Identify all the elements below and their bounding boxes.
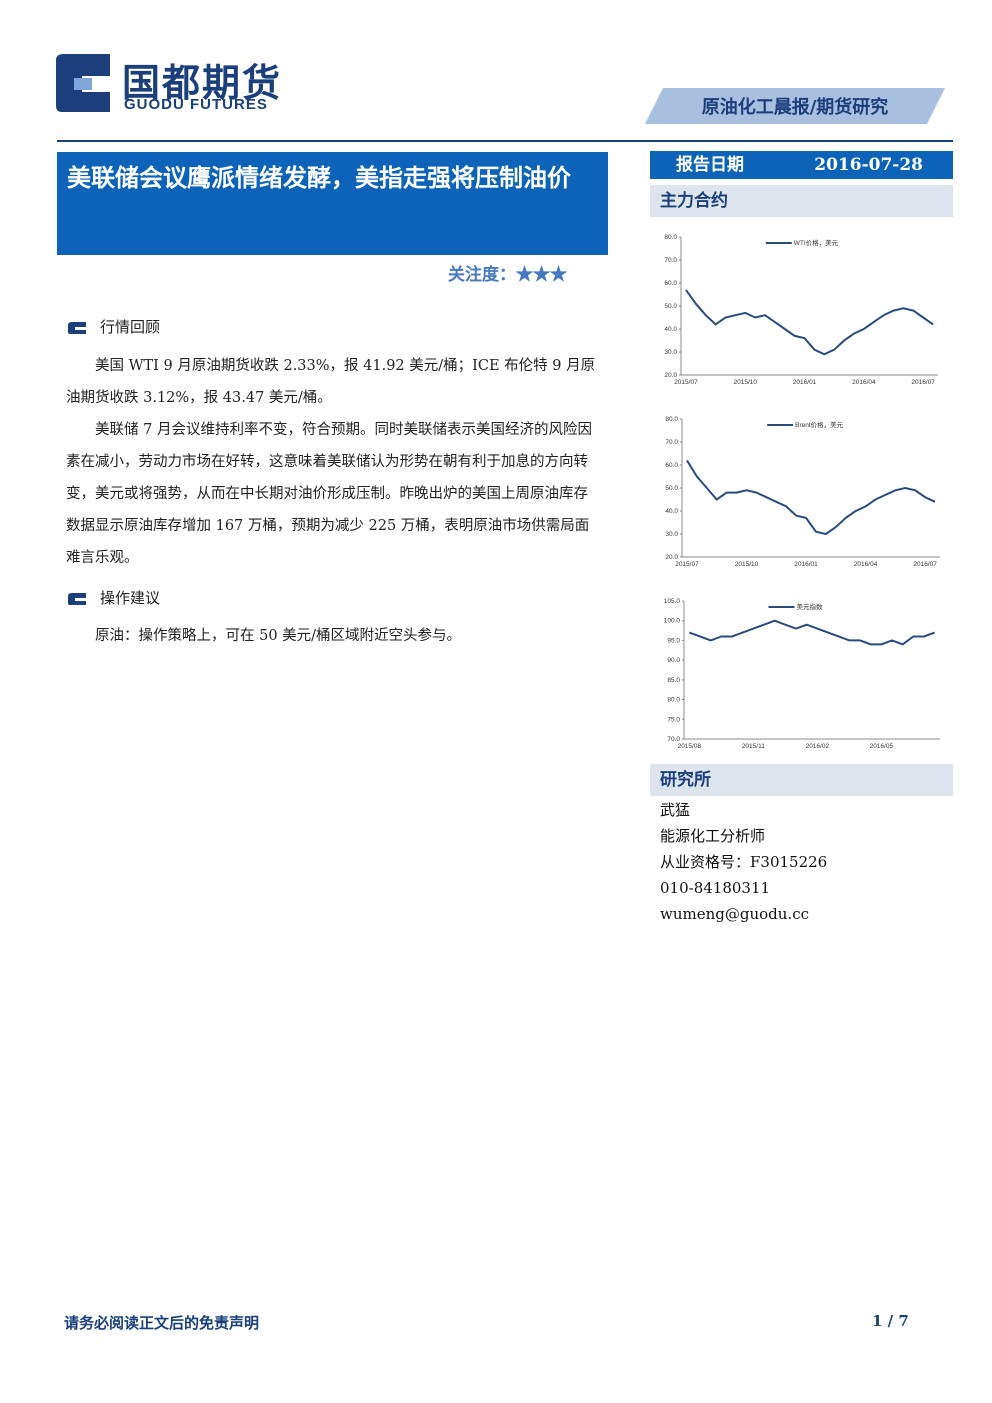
y-tick-label: 100.0 bbox=[664, 618, 681, 625]
y-tick-label: 50.0 bbox=[665, 485, 678, 492]
x-tick-label: 2016/01 bbox=[793, 379, 817, 386]
x-tick-label: 2015/10 bbox=[735, 561, 759, 568]
paragraph: 美国 WTI 9 月原油期货收跌 2.33%，报 41.92 美元/桶；ICE … bbox=[66, 358, 596, 406]
line bbox=[685, 289, 934, 356]
x-tick-label: 2016/07 bbox=[911, 379, 935, 386]
legend-label: WTI价格，美元 bbox=[794, 238, 839, 247]
logo-icon bbox=[56, 54, 110, 112]
y-tick-label: 50.0 bbox=[664, 303, 677, 310]
y-tick-label: 95.0 bbox=[667, 637, 680, 644]
contracts-heading: 主力合约 bbox=[650, 185, 953, 217]
y-tick-label: 70.0 bbox=[667, 736, 680, 743]
y-tick-label: 90.0 bbox=[667, 657, 680, 664]
y-tick-label: 20.0 bbox=[664, 372, 677, 379]
heading-text: 操作建议 bbox=[100, 589, 161, 607]
divider bbox=[57, 140, 953, 142]
x-tick-label: 2015/07 bbox=[675, 561, 699, 568]
x-tick-label: 2015/07 bbox=[674, 379, 698, 386]
x-tick-label: 2016/04 bbox=[852, 379, 876, 386]
analyst-line: 从业资格号：F3015226 bbox=[660, 853, 828, 871]
title: 美联储会议鹰派情绪发酵，美指走强将压制油价 bbox=[57, 152, 608, 255]
bullet-icon bbox=[68, 593, 86, 605]
y-tick-label: 40.0 bbox=[664, 326, 677, 333]
disclaimer: 请务必阅读正文后的免责声明 bbox=[64, 1314, 260, 1332]
y-tick-label: 105.0 bbox=[664, 598, 681, 605]
logo-text: 国都期货 bbox=[122, 61, 283, 105]
paragraph: 美联储 7 月会议维持利率不变，符合预期。同时美联储表示美国经济的风险因素在减小… bbox=[66, 422, 592, 566]
attention: 关注度：★★★ bbox=[448, 265, 567, 285]
heading-text: 行情回顾 bbox=[100, 318, 161, 336]
y-tick-label: 80.0 bbox=[664, 234, 677, 241]
x-tick-label: 2015/08 bbox=[678, 743, 702, 750]
analyst-line: 武猛 bbox=[660, 801, 691, 819]
x-tick-label: 2016/02 bbox=[806, 743, 830, 750]
date: 2016-07-28 bbox=[814, 155, 923, 175]
x-tick-label: 2016/01 bbox=[794, 561, 818, 568]
x-tick-label: 2015/11 bbox=[742, 743, 765, 750]
x-tick-label: 2015/10 bbox=[734, 379, 758, 386]
analyst-line: 能源化工分析师 bbox=[660, 827, 766, 845]
section-heading: 行情回顾 bbox=[66, 316, 160, 337]
line bbox=[688, 619, 936, 646]
y-tick-label: 70.0 bbox=[665, 439, 678, 446]
bullet-icon bbox=[68, 322, 86, 334]
legend-label: Brent价格，美元 bbox=[795, 420, 844, 429]
y-tick-label: 20.0 bbox=[665, 554, 678, 561]
x-tick-label: 2016/07 bbox=[913, 561, 937, 568]
line bbox=[686, 459, 936, 536]
tag-text: 原油化工晨报/期货研究 bbox=[701, 97, 889, 118]
y-tick-label: 60.0 bbox=[665, 462, 678, 469]
y-tick-label: 75.0 bbox=[667, 716, 680, 723]
y-tick-label: 40.0 bbox=[665, 508, 678, 515]
x-tick-label: 2016/05 bbox=[870, 743, 894, 750]
section-heading: 操作建议 bbox=[66, 587, 160, 608]
y-tick-label: 70.0 bbox=[664, 257, 677, 264]
y-tick-label: 30.0 bbox=[664, 349, 677, 356]
y-tick-label: 80.0 bbox=[665, 416, 678, 423]
y-tick-label: 85.0 bbox=[667, 677, 680, 684]
header-tag: 原油化工晨报/期货研究 bbox=[645, 88, 945, 124]
legend-label: 美元指数 bbox=[796, 602, 823, 611]
research-heading: 研究所 bbox=[650, 764, 953, 796]
date-bar: 报告日期 2016-07-28 bbox=[650, 151, 953, 179]
analyst-line: 010-84180311 bbox=[660, 879, 771, 897]
analyst-line: wumeng@guodu.cc bbox=[660, 905, 809, 923]
paragraph: 原油：操作策略上，可在 50 美元/桶区域附近空头参与。 bbox=[95, 628, 462, 644]
analyst: 武猛 能源化工分析师 从业资格号：F3015226 010-84180311 w… bbox=[660, 797, 827, 927]
charts: 20.0 30.0 40.0 50.0 60.0 70.0 80.0 2015/07 2015/… bbox=[664, 234, 940, 750]
y-tick-label: 80.0 bbox=[667, 697, 680, 704]
page-number: 1 / 7 bbox=[872, 1312, 909, 1330]
logo-subtext: GUODU FUTURES bbox=[124, 96, 268, 113]
y-tick-label: 30.0 bbox=[665, 531, 678, 538]
x-tick-label: 2016/04 bbox=[854, 561, 878, 568]
date-label: 报告日期 bbox=[676, 155, 744, 175]
y-tick-label: 60.0 bbox=[664, 280, 677, 287]
